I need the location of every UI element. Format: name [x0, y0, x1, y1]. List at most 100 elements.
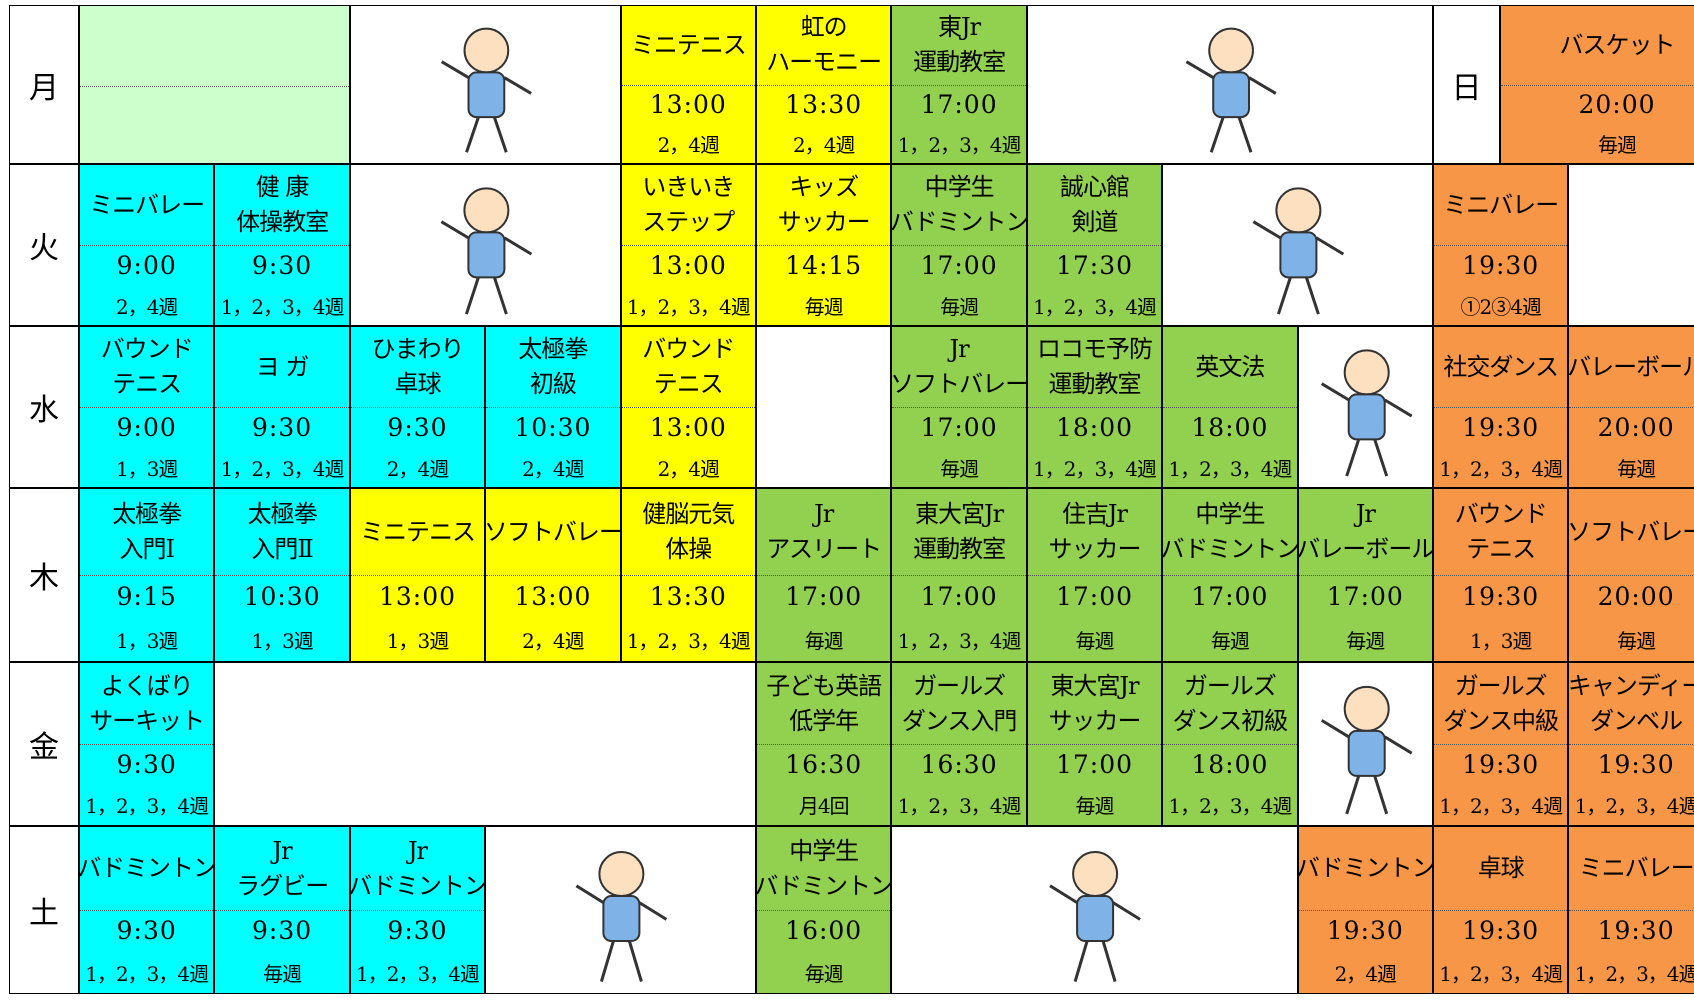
class-weeks: 1，2，3，4週: [1439, 794, 1563, 819]
class-cell: 太極拳 入門Ⅰ 9:15 1，3週: [79, 488, 215, 662]
class-weeks: 1，2，3，4週: [1439, 456, 1563, 481]
class-name-line: ソフトバレー: [485, 517, 621, 546]
class-name: バドミントン: [1297, 827, 1433, 911]
class-name-line: Jr: [407, 836, 428, 865]
class-time: 10:30: [514, 412, 592, 442]
class-weeks: 1，2，3，4週: [1574, 961, 1694, 986]
class-cell: Jr アスリート 17:00 毎週: [756, 488, 892, 662]
class-time: 9:30: [387, 916, 448, 946]
class-time: 19:30: [1462, 749, 1540, 779]
class-time: 13:00: [649, 89, 727, 119]
class-time: 17:00: [1055, 749, 1134, 779]
class-name-line: バドミントン: [1297, 854, 1433, 883]
class-cell: キャンディー ダンベル 19:30 1，2，3，4週: [1568, 662, 1694, 826]
class-name-line: ソフトバレー: [1568, 517, 1694, 546]
class-weeks: 2，4週: [522, 456, 584, 481]
class-name-line: 太極拳: [247, 500, 318, 529]
class-cell: バウンド テニス 13:00 2，4週: [620, 326, 756, 488]
class-weeks: 毎週: [804, 961, 844, 986]
class-weeks: 毎週: [1075, 794, 1114, 819]
illustration: [1026, 5, 1433, 164]
class-cell: 卓球 19:30 1，2，3，4週: [1433, 826, 1569, 994]
day-label: 金: [9, 662, 79, 826]
class-name-line: ひまわり: [371, 335, 464, 364]
class-name: ヨ ガ: [215, 327, 349, 408]
class-weeks: 毎週: [804, 294, 844, 319]
class-name: 東大宮Jr 運動教室: [892, 489, 1026, 576]
class-name-line: ミニバレー: [89, 190, 205, 219]
class-time: 10:30: [243, 582, 321, 611]
class-weeks: 毎週: [1617, 456, 1656, 481]
figure: [1049, 851, 1142, 982]
class-time: 9:15: [116, 582, 177, 611]
figure: [575, 851, 668, 982]
class-time: 17:00: [1055, 582, 1134, 611]
class-name: ガールズ ダンス中級: [1434, 663, 1568, 745]
class-name: 虹の ハーモニー: [757, 6, 891, 86]
class-time: 19:30: [1462, 582, 1540, 611]
class-cell: ロコモ予防 運動教室 18:00 1，2，3，4週: [1026, 326, 1163, 488]
class-name: 太極拳 入門Ⅰ: [80, 489, 214, 576]
class-weeks: 毎週: [940, 456, 979, 481]
class-name: いきいき ステップ: [621, 165, 755, 246]
class-name: 太極拳 初級: [486, 327, 620, 408]
class-cell: バウンド テニス 19:30 1，3週: [1433, 488, 1569, 662]
class-name: ミニバレー: [80, 165, 214, 246]
class-name-line: 社交ダンス: [1443, 352, 1559, 381]
class-weeks: 1，2，3，4週: [1168, 794, 1292, 819]
day-label: 木: [9, 488, 79, 662]
class-name-line: 太極拳: [112, 500, 182, 529]
class-name-line: 子ども英語: [766, 671, 882, 700]
class-name-line: テニス: [653, 370, 724, 398]
class-cell: 中学生 バドミントン 16:00 毎週: [756, 826, 892, 994]
class-name-line: バウンド: [100, 335, 194, 364]
class-name: よくばり サーキット: [80, 663, 214, 745]
class-time: 17:00: [920, 582, 998, 611]
class-weeks: 1，3週: [386, 629, 449, 653]
class-weeks: 毎週: [804, 629, 844, 653]
class-time: 19:30: [1326, 916, 1404, 946]
class-weeks: 1，2，3，4週: [897, 132, 1022, 157]
class-name-line: 初級: [529, 370, 577, 398]
class-time: 16:30: [920, 749, 998, 779]
class-weeks: 1，2，3，4週: [897, 794, 1022, 819]
class-cell: 住吉Jr サッカー 17:00 毎週: [1026, 488, 1163, 662]
class-name: 東大宮Jr サッカー: [1027, 663, 1162, 745]
class-weeks: 1，2，3，4週: [220, 456, 345, 481]
class-time: 17:00: [785, 582, 863, 611]
class-time: 13:00: [649, 412, 727, 442]
class-name: バウンド テニス: [1434, 489, 1568, 576]
class-time: 18:00: [1191, 412, 1269, 442]
class-name-line: Jr: [949, 335, 970, 364]
class-cell: ガールズ ダンス中級 19:30 1，2，3，4週: [1433, 662, 1569, 826]
class-cell: 虹の ハーモニー 13:30 2，4週: [756, 5, 892, 164]
class-name: ミニテニス: [621, 6, 755, 86]
class-name-line: 中学生: [789, 836, 859, 865]
class-name: 中学生 バドミントン: [892, 165, 1026, 246]
class-time: 17:00: [920, 89, 998, 119]
class-name-line: ガールズ: [1454, 671, 1548, 700]
class-name-line: ステップ: [642, 208, 735, 236]
class-name-line: ダンス入門: [901, 706, 1018, 735]
class-cell: 太極拳 入門Ⅱ 10:30 1，3週: [214, 488, 350, 662]
class-weeks: 1，2，3，4週: [1033, 456, 1157, 481]
class-weeks: 1，3週: [251, 629, 313, 653]
class-name: ミニバレー: [1569, 827, 1694, 911]
class-time: 17:00: [1326, 582, 1404, 611]
figure: [1185, 27, 1277, 153]
class-weeks: 1，2，3，4週: [1574, 794, 1694, 819]
class-time: 9:30: [116, 916, 177, 946]
class-cell: ひまわり 卓球 9:30 2，4週: [349, 326, 486, 488]
class-name-line: 運動教室: [1048, 370, 1141, 398]
class-weeks: 2，4週: [792, 132, 855, 157]
class-name-line: 健 康: [255, 173, 310, 202]
class-name-line: ミニバレー: [1443, 190, 1559, 219]
class-cell: ガールズ ダンス初級 18:00 1，2，3，4週: [1162, 662, 1298, 826]
class-cell: キッズ サッカー 14:15 毎週: [756, 164, 892, 326]
class-weeks: 1，2，3，4週: [897, 629, 1022, 653]
class-name-line: テニス: [1466, 535, 1536, 563]
empty-cell: [214, 662, 756, 826]
class-name-line: Jr: [1355, 500, 1376, 529]
class-name-line: 東Jr: [938, 13, 981, 42]
class-cell: いきいき ステップ 13:00 1，2，3，4週: [620, 164, 756, 326]
